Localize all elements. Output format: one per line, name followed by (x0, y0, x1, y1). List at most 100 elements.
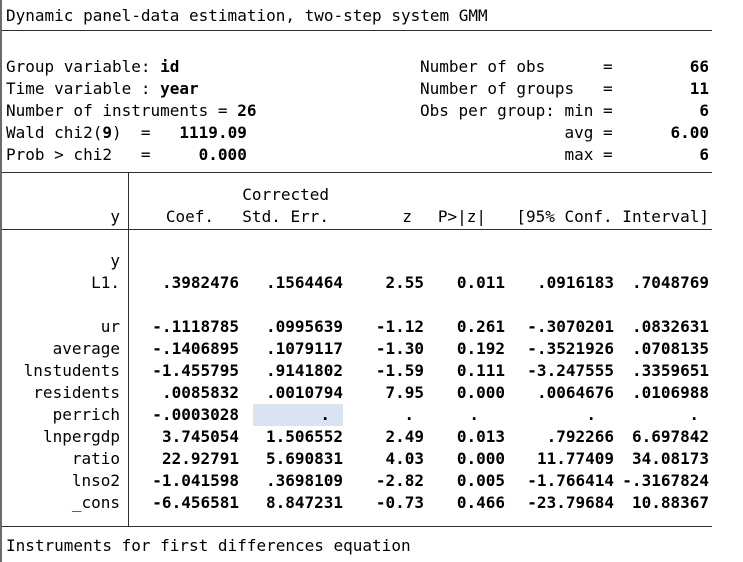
stat-text: Number of groups = (420, 79, 690, 98)
table-cell: -1.455795 (152, 361, 239, 380)
table-cell: .0064676 (536, 383, 614, 402)
table-cell: -3.247555 (527, 361, 614, 380)
table-cell: 0.000 (456, 449, 505, 468)
stat-line: avg = 6.00 (420, 122, 709, 144)
stat-text: Number of obs = (420, 57, 690, 76)
table-cell: .0010794 (265, 383, 343, 402)
ci-header: [95% Conf. Interval] (516, 207, 709, 226)
table-cell: .0832631 (631, 317, 709, 336)
stat-text: ) = (111, 123, 180, 142)
table-cell: . (404, 405, 414, 424)
table-top-divider (2, 172, 712, 173)
table-cell: 8.847231 (265, 493, 343, 512)
table-cell: .3982476 (161, 273, 239, 292)
table-cell: 11.77409 (536, 449, 614, 468)
table-cell: -23.79684 (527, 493, 614, 512)
stat-line: Group variable: id (6, 56, 256, 78)
stat-text: max = (420, 145, 700, 164)
table-cell: -1.12 (375, 317, 424, 336)
table-cell: .792266 (546, 427, 614, 446)
table-row: perrich -.0003028..... (2, 404, 743, 426)
stat-line: Obs per group: min = 6 (420, 100, 709, 122)
table-cell: .0916183 (536, 273, 614, 292)
row-label: ratio (71, 449, 120, 468)
table-spacer-row (2, 294, 743, 316)
table-cell: -.3167824 (622, 471, 709, 490)
table-cell: .3698109 (265, 471, 343, 490)
table-cell: 0.013 (456, 427, 505, 446)
table-cell: 0.005 (456, 471, 505, 490)
table-row: L1. .3982476 .1564464 2.55 0.011 .0916183 .704… (2, 272, 743, 294)
row-label: L1. (91, 273, 120, 292)
row-label: _cons (71, 493, 120, 512)
stat-value: 6 (699, 145, 709, 164)
table-cell: -2.82 (375, 471, 424, 490)
table-cell: .0085832 (161, 383, 239, 402)
stat-value: 66 (689, 57, 709, 76)
table-cell: 3.745054 (161, 427, 239, 446)
header-body-divider (2, 229, 712, 230)
row-label: lnpergdp (42, 427, 120, 446)
table-header-row: y Coef. Std. Err. z P>|z| [95% Conf. Int… (2, 206, 743, 228)
stat-value: 6.00 (670, 123, 709, 142)
stderr-header: Std. Err. (242, 207, 329, 226)
table-cell: 6.697842 (631, 427, 709, 446)
stat-text: Number of instruments = (6, 101, 238, 120)
stat-line: Number of groups = 11 (420, 78, 709, 100)
table-cell: 0.011 (456, 273, 505, 292)
row-label: lnstudents (23, 361, 120, 380)
table-cell: .3359651 (631, 361, 709, 380)
table-cell: 0.111 (456, 361, 505, 380)
p-header: P>|z| (437, 207, 486, 226)
table-cell: .1079117 (265, 339, 343, 358)
stat-line: Time variable : year (6, 78, 256, 100)
table-cell: 7.95 (385, 383, 424, 402)
table-row: lnpergdp 3.745054 1.506552 2.49 0.013 .792266… (2, 426, 743, 448)
row-label: lnso2 (71, 471, 120, 490)
table-row: _cons -6.456581 8.847231 -0.73 0.466 -23.7968… (2, 492, 743, 514)
table-cell: 2.55 (385, 273, 424, 292)
stat-value: 0.000 (198, 145, 247, 164)
table-cell: 1.506552 (265, 427, 343, 446)
stat-value: id (160, 57, 180, 76)
corrected-header: Corrected (242, 185, 329, 204)
table-cell: . (586, 405, 596, 424)
table-cell: .7048769 (631, 273, 709, 292)
table-cell: -.3070201 (527, 317, 614, 336)
table-cell: 34.08173 (631, 449, 709, 468)
instruments-note: Instruments for first differences equati… (6, 536, 411, 555)
stat-text: Group variable: (6, 57, 161, 76)
column-separator (128, 172, 129, 526)
table-row: average -.1406895 .1079117 -1.30 0.192 -.3521… (2, 338, 743, 360)
coef-header: Coef. (165, 207, 214, 226)
table-bottom-divider (2, 526, 712, 527)
row-label: ur (100, 317, 120, 336)
row-label (2, 294, 120, 316)
stat-text: Wald chi2( (6, 123, 103, 142)
table-cell: .0995639 (265, 317, 343, 336)
table-cell: 0.466 (456, 493, 505, 512)
table-cell: -6.456581 (152, 493, 239, 512)
table-cell: 2.49 (385, 427, 424, 446)
table-cell: -.0003028 (152, 405, 239, 424)
estimation-stats-right: Number of obs = 66 Number of groups = 11 O… (420, 56, 709, 166)
table-cell: -0.73 (375, 493, 424, 512)
table-cell: -1.766414 (527, 471, 614, 490)
output-title: Dynamic panel-data estimation, two-step … (6, 6, 488, 25)
table-row: lnso2 -1.041598 .3698109 -2.82 0.005 -1.76641… (2, 470, 743, 492)
table-cell: 0.192 (456, 339, 505, 358)
table-cell: 0.261 (456, 317, 505, 336)
table-cell: .0106988 (631, 383, 709, 402)
table-header-row-corrected: Corrected (2, 184, 743, 206)
depvar-header: y (110, 207, 120, 226)
stat-value: 9 (102, 123, 112, 142)
stat-line: Number of instruments = 26 (6, 100, 256, 122)
table-cell: 0.000 (456, 383, 505, 402)
table-cell: -1.30 (375, 339, 424, 358)
stat-text: Obs per group: min = (420, 101, 700, 120)
stat-line: max = 6 (420, 144, 709, 166)
table-cell: .9141802 (265, 361, 343, 380)
stat-value: 11 (689, 79, 709, 98)
